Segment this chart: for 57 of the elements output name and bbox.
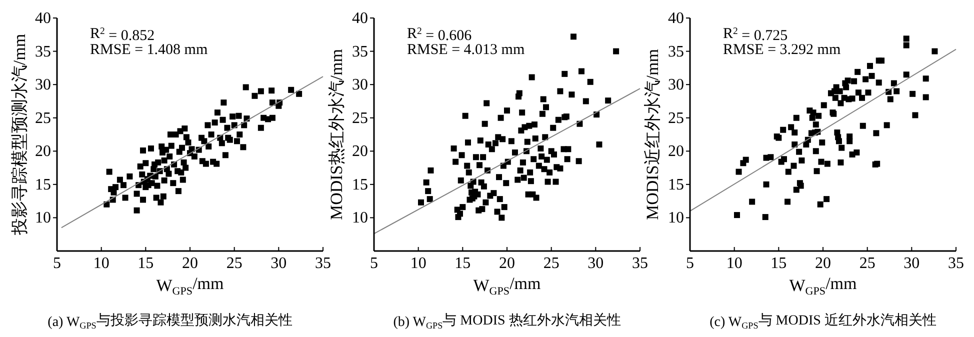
annotation: RMSE = 3.292 mm bbox=[723, 42, 841, 58]
x-tick-label: 30 bbox=[588, 255, 604, 272]
text: (b) W$_{GPS}$与 MODIS 热红外水汽相关性 bbox=[393, 312, 621, 331]
y-tick-label: 40 bbox=[352, 10, 368, 27]
y-tick-label: 20 bbox=[35, 143, 51, 160]
y-tick-label: 10 bbox=[668, 210, 684, 227]
annotation: R$^{2}$ = 0.852 bbox=[90, 26, 155, 44]
annotation: RMSE = 4.013 mm bbox=[407, 42, 525, 58]
x-tick-label: 30 bbox=[270, 255, 287, 272]
y-axis-title: MODIS近红外水汽/mm bbox=[643, 49, 662, 220]
y-tick-label: 25 bbox=[35, 110, 51, 127]
y-tick-label: 15 bbox=[668, 176, 684, 194]
y-tick-label: 30 bbox=[35, 76, 51, 94]
x-tick-label: 35 bbox=[315, 255, 331, 272]
x-tick-label: 25 bbox=[543, 255, 560, 272]
text: (c) W$_{GPS}$与 MODIS 近红外水汽相关性 bbox=[710, 312, 936, 331]
x-axis-title: W$_{GPS}$/mm bbox=[473, 274, 541, 298]
x-tick-label: 35 bbox=[632, 255, 648, 272]
y-tick-label: 10 bbox=[352, 210, 368, 227]
x-tick-label: 20 bbox=[499, 255, 515, 272]
x-tick-label: 35 bbox=[948, 255, 964, 272]
x-tick-label: 15 bbox=[770, 255, 787, 272]
x-axis-title: W$_{GPS}$/mm bbox=[789, 274, 857, 298]
y-tick-label: 15 bbox=[352, 176, 368, 194]
x-tick-label: 5 bbox=[53, 255, 61, 272]
annotation: RMSE = 1.408 mm bbox=[90, 42, 208, 58]
y-tick-label: 10 bbox=[35, 210, 51, 227]
y-tick-label: 35 bbox=[352, 43, 368, 60]
x-tick-label: 5 bbox=[686, 255, 694, 272]
y-tick-label: 20 bbox=[352, 143, 368, 160]
x-tick-label: 10 bbox=[410, 255, 426, 272]
x-tick-label: 25 bbox=[226, 255, 242, 272]
y-tick-label: 35 bbox=[668, 43, 684, 60]
x-axis-title: W$_{GPS}$/mm bbox=[156, 274, 224, 298]
x-tick-label: 5 bbox=[370, 255, 378, 272]
y-axis-title: 投影寻踪模型预测水汽/mm bbox=[10, 34, 29, 236]
text: (a) W$_{GPS}$与投影寻踪模型预测水汽相关性 bbox=[48, 312, 292, 331]
x-tick-label: 15 bbox=[138, 255, 154, 272]
y-tick-label: 25 bbox=[352, 110, 368, 127]
x-tick-label: 10 bbox=[93, 255, 110, 272]
y-axis-title: MODIS热红外水汽/mm bbox=[327, 49, 346, 220]
y-tick-label: 40 bbox=[668, 10, 684, 27]
annotation: R$^{2}$ = 0.725 bbox=[723, 26, 788, 44]
x-tick-label: 20 bbox=[815, 255, 831, 272]
x-tick-label: 30 bbox=[904, 255, 920, 272]
y-tick-label: 30 bbox=[352, 76, 368, 94]
y-tick-label: 15 bbox=[35, 176, 51, 194]
x-tick-label: 25 bbox=[859, 255, 876, 272]
x-tick-label: 15 bbox=[454, 255, 471, 272]
y-tick-label: 30 bbox=[668, 76, 684, 94]
y-tick-label: 25 bbox=[668, 110, 684, 127]
annotation: R$^{2}$ = 0.606 bbox=[407, 26, 472, 44]
x-tick-label: 10 bbox=[726, 255, 742, 272]
x-tick-label: 20 bbox=[182, 255, 198, 272]
y-tick-label: 20 bbox=[668, 143, 684, 160]
y-tick-label: 40 bbox=[35, 10, 51, 27]
y-tick-label: 35 bbox=[35, 43, 51, 60]
